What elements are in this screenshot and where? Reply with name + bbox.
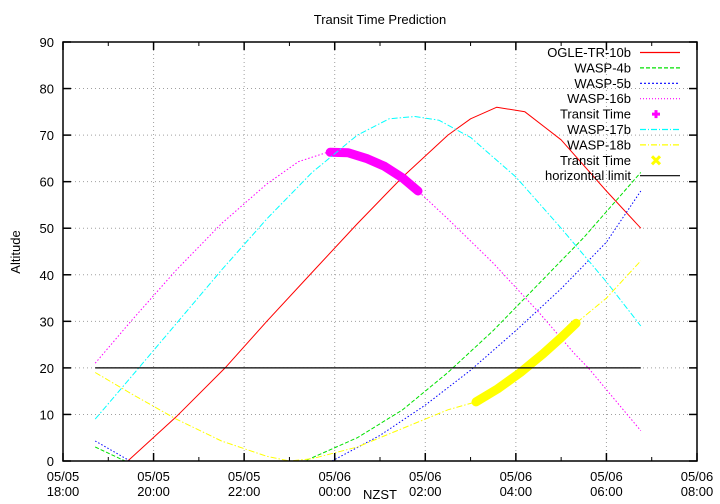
legend-label: Transit Time [560,107,631,122]
y-tick-label: 20 [40,361,54,376]
legend-label: WASP-18b [567,137,631,152]
y-axis-label: Altitude [8,230,23,273]
series-transit-time-7 [471,318,581,407]
x-tick-time: 00:00 [318,484,351,499]
cross-marker-icon [650,155,662,166]
plus-marker-icon [652,110,660,119]
chart-title: Transit Time Prediction [314,12,446,27]
y-tick-label: 70 [40,128,54,143]
y-axis-ticks: 0 10 20 30 40 50 60 70 80 90 [40,35,697,469]
series-transit-time-4 [325,147,423,196]
series-wasp-18b [94,260,642,461]
series-wasp-4b [94,172,642,461]
x-tick-time: 18:00 [47,484,80,499]
x-tick-date: 05/06 [409,469,442,484]
x-tick-date: 05/06 [590,469,623,484]
legend-label: Transit Time [560,153,631,168]
x-tick-date: 05/05 [47,469,80,484]
legend-label: WASP-17b [567,122,631,137]
x-tick-time: 02:00 [409,484,442,499]
x-tick-time: 04:00 [500,484,533,499]
legend-label: WASP-16b [567,91,631,106]
x-axis-label: NZST [363,487,397,502]
y-tick-label: 10 [40,407,54,422]
legend-label: WASP-5b [574,76,631,91]
y-tick-label: 30 [40,314,54,329]
series-wasp-5b [94,190,642,461]
y-tick-label: 60 [40,175,54,190]
y-tick-label: 90 [40,35,54,50]
x-axis-ticks: 05/0518:0005/0520:0005/0522:0005/0600:00… [47,42,714,499]
x-tick-time: 06:00 [590,484,623,499]
y-tick-label: 80 [40,82,54,97]
x-tick-date: 05/06 [318,469,351,484]
series-wasp-17b [94,116,642,420]
x-tick-time: 20:00 [137,484,170,499]
x-tick-date: 05/05 [228,469,261,484]
series-layer [94,106,642,461]
legend: OGLE-TR-10bWASP-4bWASP-5bWASP-16bTransit… [545,45,680,183]
x-tick-time: 08:00 [681,484,714,499]
y-tick-label: 50 [40,221,54,236]
legend-label: OGLE-TR-10b [547,45,631,60]
x-tick-date: 05/06 [681,469,714,484]
y-tick-label: 40 [40,268,54,283]
x-tick-time: 22:00 [228,484,261,499]
y-tick-label: 0 [47,454,54,469]
legend-label: WASP-4b [574,60,631,75]
x-tick-date: 05/06 [500,469,533,484]
legend-label: horizontial limit [545,168,631,183]
x-tick-date: 05/05 [137,469,170,484]
